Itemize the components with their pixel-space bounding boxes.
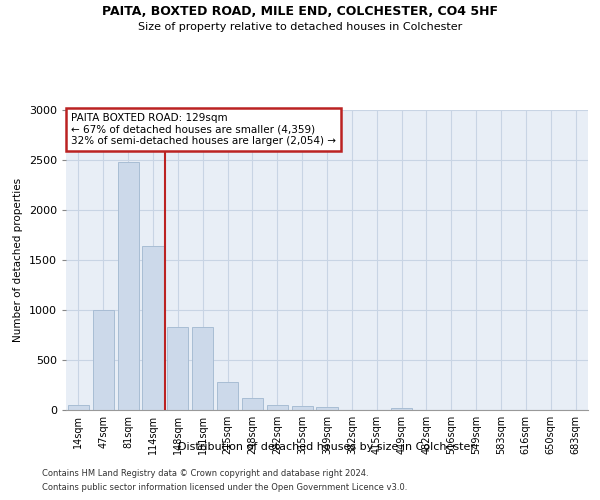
Bar	[142, 246, 164, 410]
Bar	[118, 162, 139, 410]
Bar	[68, 404, 89, 410]
Bar	[391, 408, 412, 410]
Bar	[292, 406, 313, 410]
Text: PAITA, BOXTED ROAD, MILE END, COLCHESTER, CO4 5HF: PAITA, BOXTED ROAD, MILE END, COLCHESTER…	[102, 5, 498, 18]
Text: Contains HM Land Registry data © Crown copyright and database right 2024.: Contains HM Land Registry data © Crown c…	[42, 468, 368, 477]
Bar	[267, 404, 288, 410]
Bar	[192, 327, 213, 410]
Bar	[217, 382, 238, 410]
Text: Distribution of detached houses by size in Colchester: Distribution of detached houses by size …	[179, 442, 476, 452]
Bar	[316, 407, 338, 410]
Text: PAITA BOXTED ROAD: 129sqm
← 67% of detached houses are smaller (4,359)
32% of se: PAITA BOXTED ROAD: 129sqm ← 67% of detac…	[71, 113, 336, 146]
Bar	[93, 310, 114, 410]
Text: Contains public sector information licensed under the Open Government Licence v3: Contains public sector information licen…	[42, 484, 407, 492]
Bar	[242, 398, 263, 410]
Text: Size of property relative to detached houses in Colchester: Size of property relative to detached ho…	[138, 22, 462, 32]
Bar	[167, 327, 188, 410]
Y-axis label: Number of detached properties: Number of detached properties	[13, 178, 23, 342]
